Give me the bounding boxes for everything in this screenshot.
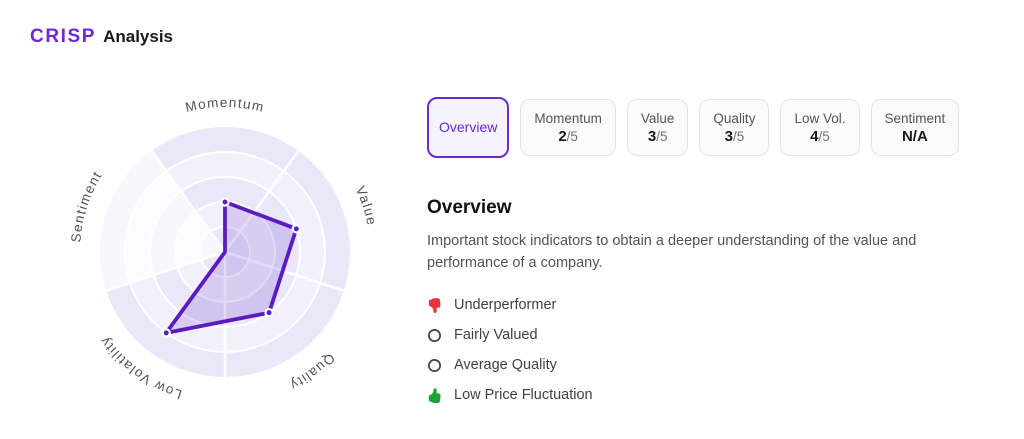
tab-label: Value: [640, 110, 675, 126]
tabs-row: Overview Momentum 2/5 Value 3/5 Quality 3/5 Low…: [427, 97, 987, 158]
circle-icon: [428, 358, 441, 372]
indicator-fairly-valued: Fairly Valued: [427, 320, 987, 350]
radar-band: [151, 126, 299, 172]
indicator-label: Underperformer: [454, 297, 557, 313]
radar-point-momentum[interactable]: [220, 197, 230, 207]
radar-divider: [150, 150, 227, 253]
tab-quality[interactable]: Quality 3/5: [699, 99, 770, 156]
tab-low-vol[interactable]: Low Vol. 4/5: [780, 99, 860, 156]
radar-axis-label-sentiment: Sentiment: [68, 168, 105, 243]
radar-point-value[interactable]: [291, 224, 302, 234]
tab-label: Momentum: [534, 110, 602, 126]
radar-axis-label-quality: Quality: [287, 350, 338, 393]
radar-band: [225, 282, 344, 377]
tab-label: Low Vol.: [794, 110, 846, 126]
section-title: Overview: [427, 197, 512, 218]
indicator-label: Average Quality: [454, 357, 557, 373]
circle-icon: [428, 328, 441, 342]
app-title: Analysis: [103, 27, 174, 46]
indicator-label: Low Price Fluctuation: [454, 387, 593, 403]
radar-band: [239, 211, 275, 268]
tab-score: 3/5: [647, 127, 668, 145]
radar-axis-label-momentum: Momentum: [184, 95, 266, 115]
radar-band: [166, 152, 284, 192]
radar-point-low-volatility[interactable]: [161, 328, 171, 338]
indicator-label: Fairly Valued: [454, 327, 538, 343]
thumbs-up-icon: [428, 387, 441, 403]
radar-point-quality[interactable]: [264, 307, 274, 318]
indicator-list: Underperformer Fairly Valued Average Quali…: [427, 290, 987, 410]
radar-chart: Momentum Value Quality Low Volatility Sentim…: [40, 73, 410, 421]
section-description: Important stock indicators to obtain a d…: [427, 233, 917, 271]
radar-band: [175, 211, 211, 268]
radar-divider: [105, 250, 226, 292]
thumbs-down-icon: [428, 297, 441, 313]
tab-score: 3/5: [724, 127, 745, 145]
crisp-logo: CRISP: [30, 26, 97, 47]
radar-band: [225, 259, 273, 302]
indicator-underperformer: Underperformer: [427, 290, 987, 320]
indicator-average-quality: Average Quality: [427, 350, 987, 380]
tab-momentum[interactable]: Momentum 2/5: [520, 99, 616, 156]
tab-score: N/A: [901, 127, 928, 145]
tab-label: Quality: [713, 110, 756, 126]
tab-overview[interactable]: Overview: [427, 97, 510, 158]
radar-band: [106, 282, 225, 377]
tab-score: 4/5: [810, 127, 830, 145]
indicator-low-price-fluctuation: Low Price Fluctuation: [427, 380, 987, 410]
radar-band: [124, 171, 181, 283]
radar-band: [153, 267, 225, 327]
radar-divider: [223, 150, 300, 253]
radar-band: [129, 275, 225, 352]
tab-score: 2/5: [558, 127, 578, 145]
tab-label: Overview: [439, 119, 498, 135]
radar-wedge-low-volatility: [106, 252, 225, 377]
tab-label: Sentiment: [884, 110, 946, 126]
radar-band: [180, 176, 270, 212]
header: CRISP Analysis: [30, 26, 173, 48]
tab-sentiment[interactable]: Sentiment N/A: [870, 99, 960, 156]
radar-axis-label-value: Value: [353, 184, 380, 228]
analysis-panel: Overview Momentum 2/5 Value 3/5 Quality 3/5 Low…: [427, 97, 987, 410]
radar-band: [177, 259, 225, 302]
tab-value[interactable]: Value 3/5: [626, 99, 689, 156]
radar-series-polygon: [164, 200, 299, 335]
